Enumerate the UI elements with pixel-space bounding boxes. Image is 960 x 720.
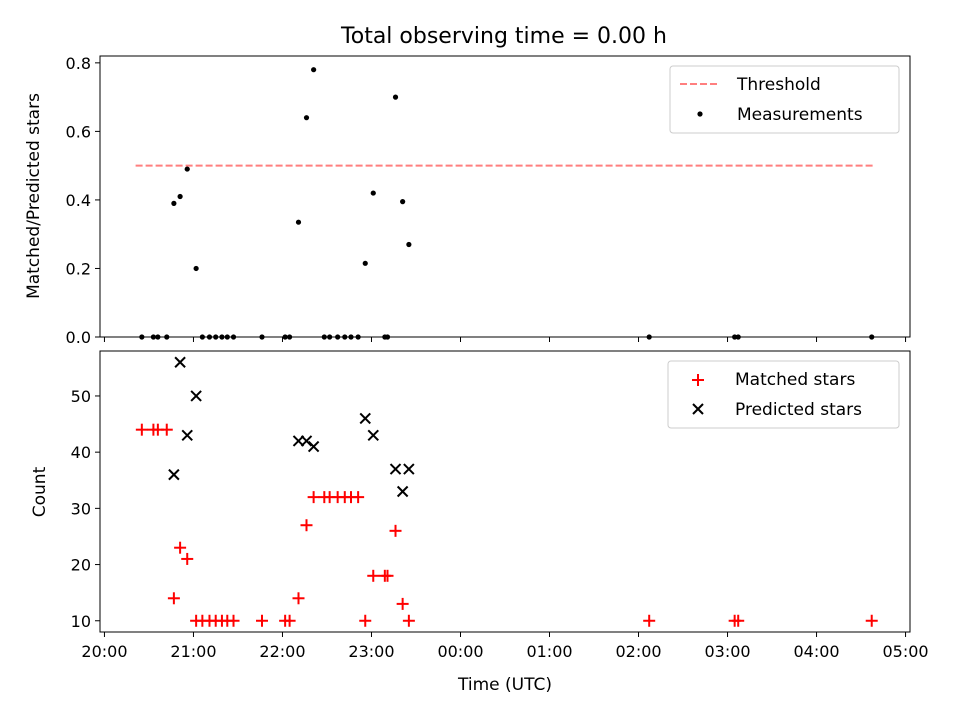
x-axis-label: Time (UTC) — [457, 675, 552, 695]
y-tick-label: 0.2 — [66, 259, 91, 278]
top-y-ticks: 0.0 0.2 0.4 0.6 0.8 — [66, 54, 100, 347]
measurement-point — [295, 219, 302, 225]
predicted-stars-point — [403, 463, 415, 475]
bottom-axes: 10 20 30 40 50 20:00 21:00 22:00 23:00 00:00 01:0… — [30, 350, 929, 695]
x-tick-label: 04:00 — [793, 642, 839, 661]
chart-title: Total observing time = 0.00 h — [340, 24, 667, 49]
y-tick-label: 30 — [71, 499, 91, 518]
y-tick-label: 40 — [71, 443, 91, 462]
x-tick-label: 22:00 — [259, 642, 305, 661]
top-legend: Threshold Measurements — [669, 65, 900, 134]
matched-stars-point — [292, 592, 305, 605]
matched-stars-point — [396, 597, 409, 610]
measurement-point — [171, 200, 177, 206]
top-axes-frame — [99, 55, 911, 338]
top-y-axis-label: Matched/Predicted stars — [24, 93, 44, 299]
predicted-stars-point — [174, 356, 186, 368]
matched-stars-point — [300, 519, 313, 532]
predicted-stars-point — [181, 429, 193, 442]
predicted-stars-point — [389, 463, 402, 475]
matched-stars-point — [402, 614, 415, 627]
measurement-point — [193, 265, 199, 272]
matched-stars-point — [181, 552, 194, 565]
top-axes: 0.00.20.40.60.8 Matched/Predicted stars … — [24, 54, 911, 347]
measurement-point — [184, 166, 190, 172]
legend-matched-label: Matched stars — [735, 370, 855, 390]
measurement-point — [311, 67, 317, 73]
matched-stars-point — [381, 569, 394, 582]
matched-stars-point — [256, 614, 268, 627]
x-tick-label: 21:00 — [170, 642, 216, 661]
bottom-y-ticks: 10 20 30 40 50 — [71, 387, 100, 631]
x-tick-label: 05:00 — [882, 642, 928, 661]
predicted-stars-point — [359, 412, 371, 425]
bottom-x-ticks: 20:00 21:00 22:00 23:00 00:00 01:00 02:00 03:00… — [81, 632, 929, 661]
matched-stars-point — [643, 614, 656, 627]
matched-stars-point — [174, 541, 187, 554]
top-legend-box — [669, 65, 900, 134]
bottom-legend: Matched stars Predicted stars — [667, 360, 900, 429]
legend-matched-marker — [692, 374, 704, 386]
matched-stars-point — [389, 524, 402, 537]
measurement-point — [177, 193, 183, 200]
matched-stars-point — [307, 491, 320, 504]
y-tick-label: 0.4 — [66, 191, 91, 210]
matched-stars-point — [367, 569, 380, 582]
matched-stars-point — [167, 592, 180, 605]
legend-predicted-label: Predicted stars — [735, 400, 862, 420]
top-x-ticks — [103, 337, 907, 342]
measurement-point — [406, 241, 412, 248]
matched-stars-point — [160, 423, 173, 436]
bottom-y-axis-label: Count — [30, 466, 50, 517]
measurement-point — [303, 115, 310, 121]
measurement-point — [400, 199, 406, 205]
predicted-stars-point — [190, 390, 202, 402]
measurement-point — [392, 94, 399, 100]
bottom-legend-box — [667, 360, 900, 429]
measurement-point — [362, 260, 368, 266]
predicted-stars-point — [367, 429, 379, 442]
matched-stars-point — [352, 491, 365, 504]
bottom-plot-marks — [135, 356, 878, 627]
legend-measurements-marker — [697, 111, 703, 117]
top-plot-marks — [135, 67, 875, 340]
x-tick-label: 20:00 — [81, 642, 127, 661]
measurement-point — [370, 190, 376, 196]
predicted-stars-point — [307, 440, 320, 453]
x-tick-label: 23:00 — [348, 642, 394, 661]
predicted-stars-point — [168, 468, 180, 481]
x-tick-label: 00:00 — [437, 642, 483, 661]
y-tick-label: 50 — [71, 387, 91, 406]
predicted-stars-point — [396, 485, 409, 498]
matched-stars-point — [732, 614, 745, 627]
predicted-stars-point — [300, 435, 313, 447]
matched-stars-point — [227, 614, 240, 627]
matched-stars-point — [359, 614, 372, 627]
y-tick-label: 20 — [71, 556, 91, 575]
y-tick-label: 0.0 — [66, 328, 91, 347]
matched-stars-point — [283, 614, 296, 627]
x-tick-label: 03:00 — [704, 642, 750, 661]
legend-measurements-label: Measurements — [737, 105, 863, 125]
x-tick-label: 02:00 — [615, 642, 661, 661]
y-tick-label: 0.8 — [66, 54, 91, 73]
y-tick-label: 10 — [71, 612, 91, 631]
x-tick-label: 01:00 — [526, 642, 572, 661]
y-tick-label: 0.6 — [66, 122, 91, 141]
matched-stars-point — [865, 614, 878, 627]
legend-predicted-marker — [692, 403, 704, 415]
bottom-axes-frame — [99, 350, 911, 633]
matched-stars-point — [135, 423, 148, 436]
legend-threshold-label: Threshold — [736, 75, 821, 95]
